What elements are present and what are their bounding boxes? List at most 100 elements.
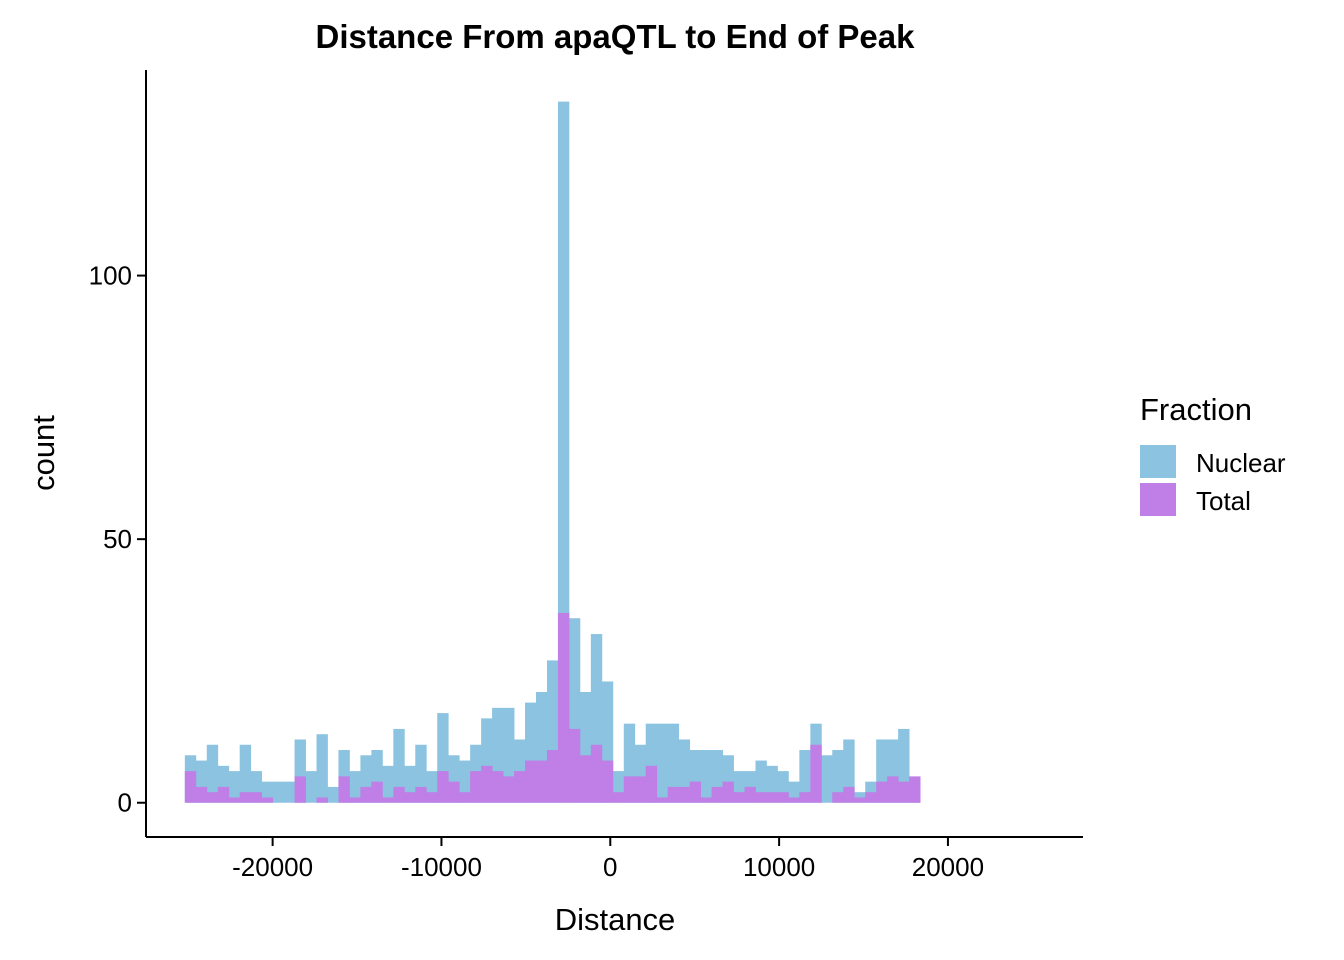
bar-total-37 (590, 744, 603, 803)
bar-total-19 (393, 786, 405, 803)
x-tick-label: 20000 (912, 852, 984, 882)
bar-nuclear-6 (250, 771, 263, 803)
bar-nuclear-10 (294, 739, 306, 803)
bar-total-30 (514, 771, 526, 803)
bar-nuclear-61 (854, 792, 866, 803)
legend-label-nuclear: Nuclear (1196, 448, 1286, 478)
bar-total-12 (316, 797, 328, 803)
bar-total-57 (810, 744, 822, 803)
bar-nuclear-16 (360, 755, 372, 803)
bar-total-27 (481, 765, 493, 803)
bar-nuclear-27 (481, 718, 493, 803)
bar-nuclear-7 (261, 781, 274, 803)
bar-nuclear-42 (645, 723, 658, 803)
bar-total-51 (744, 786, 756, 803)
bar-total-3 (217, 786, 230, 803)
bar-total-38 (601, 760, 614, 803)
bar-total-1 (195, 786, 208, 803)
bar-total-22 (426, 792, 438, 803)
bar-nuclear-36 (579, 692, 592, 803)
bar-total-6 (250, 792, 263, 803)
bar-total-4 (228, 797, 241, 803)
bar-nuclear-5 (239, 744, 252, 803)
bar-total-48 (711, 786, 723, 803)
bar-total-39 (612, 792, 625, 803)
bar-nuclear-38 (601, 681, 614, 803)
x-tick-label: -20000 (232, 852, 313, 882)
bar-nuclear-45 (678, 739, 691, 803)
bar-nuclear-33 (546, 660, 559, 803)
bar-total-60 (843, 786, 855, 803)
bar-nuclear-15 (349, 771, 361, 803)
bar-total-20 (404, 792, 416, 803)
bar-nuclear-29 (503, 707, 515, 803)
bar-nuclear-63 (876, 739, 888, 803)
bar-total-10 (294, 776, 306, 803)
bar-total-54 (777, 792, 789, 803)
bar-nuclear-54 (777, 771, 789, 803)
x-axis-title: Distance (555, 902, 676, 937)
bar-total-46 (689, 781, 701, 803)
bars-layer (184, 101, 921, 803)
bar-nuclear-9 (283, 781, 295, 803)
bar-total-62 (865, 792, 877, 803)
bar-nuclear-47 (700, 750, 712, 803)
bar-total-21 (415, 786, 427, 803)
bar-nuclear-23 (437, 713, 449, 803)
bar-nuclear-31 (525, 702, 537, 803)
bar-nuclear-48 (711, 750, 723, 803)
bar-total-36 (579, 755, 592, 803)
bar-nuclear-46 (689, 750, 701, 803)
bar-total-17 (371, 781, 383, 803)
chart-title: Distance From apaQTL to End of Peak (315, 18, 915, 55)
bar-total-34 (557, 612, 570, 803)
bar-total-25 (459, 792, 471, 803)
bar-nuclear-22 (426, 771, 438, 803)
bar-total-66 (909, 776, 921, 803)
bar-nuclear-35 (568, 618, 581, 803)
bar-nuclear-11 (305, 771, 317, 803)
bar-total-16 (360, 786, 372, 803)
bar-nuclear-19 (393, 728, 405, 803)
bar-nuclear-28 (492, 707, 504, 803)
bar-nuclear-55 (788, 781, 800, 803)
bar-total-31 (525, 760, 537, 803)
bar-total-63 (876, 781, 888, 803)
bar-nuclear-43 (656, 723, 669, 803)
bar-nuclear-39 (612, 771, 625, 803)
bar-nuclear-32 (535, 692, 548, 803)
bar-total-43 (656, 797, 669, 803)
y-tick-label: 50 (103, 524, 132, 554)
bar-nuclear-17 (371, 750, 383, 803)
bar-nuclear-34 (557, 101, 570, 803)
x-tick-label: 10000 (743, 852, 815, 882)
bar-nuclear-21 (415, 744, 427, 803)
bar-total-64 (887, 776, 899, 803)
bar-nuclear-44 (667, 723, 680, 803)
bar-total-23 (437, 771, 449, 803)
legend-title: Fraction (1140, 392, 1252, 427)
bar-nuclear-8 (272, 781, 284, 803)
bar-nuclear-40 (623, 723, 636, 803)
bar-total-44 (667, 786, 680, 803)
bar-nuclear-1 (195, 760, 208, 803)
bar-total-2 (206, 792, 219, 803)
bar-total-33 (546, 750, 559, 803)
bar-total-24 (448, 781, 460, 803)
bar-nuclear-49 (722, 755, 734, 803)
bar-total-15 (349, 797, 361, 803)
bar-total-7 (261, 797, 274, 803)
bar-nuclear-18 (382, 765, 394, 803)
bar-nuclear-2 (206, 744, 219, 803)
bar-nuclear-20 (404, 765, 416, 803)
x-tick-label: 0 (603, 852, 617, 882)
bar-nuclear-4 (228, 771, 241, 803)
bar-total-5 (239, 792, 252, 803)
bar-nuclear-37 (590, 634, 603, 803)
bar-nuclear-64 (887, 739, 899, 803)
y-tick-label: 100 (89, 261, 132, 291)
bar-nuclear-25 (459, 760, 471, 803)
bar-nuclear-59 (832, 750, 844, 803)
bar-total-59 (832, 792, 844, 803)
